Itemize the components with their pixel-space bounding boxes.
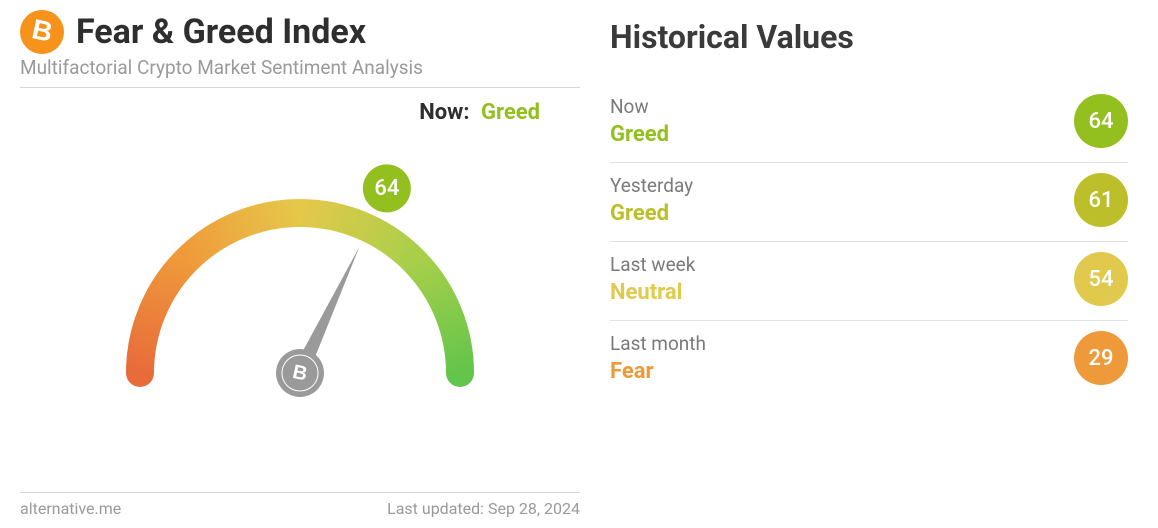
header-divider [20, 87, 580, 88]
historical-state: Greed [610, 122, 669, 147]
historical-item: Last week Neutral 54 [610, 242, 1128, 321]
historical-when: Now [610, 95, 669, 118]
page: B Fear & Greed Index Multifactorial Cryp… [0, 0, 1158, 528]
footer-row: alternative.me Last updated: Sep 28, 202… [20, 492, 580, 518]
gauge-panel: B Fear & Greed Index Multifactorial Cryp… [20, 10, 580, 518]
now-state: Greed [481, 100, 540, 125]
historical-state: Greed [610, 201, 693, 226]
historical-item-texts: Last week Neutral [610, 253, 695, 305]
now-label: Now: [419, 100, 469, 125]
gauge-segment [413, 260, 460, 373]
bitcoin-glyph: B [29, 13, 55, 49]
page-subtitle: Multifactorial Crypto Market Sentiment A… [20, 56, 580, 79]
gauge-segment [140, 260, 187, 373]
gauge-segment [187, 213, 300, 260]
historical-state: Fear [610, 359, 706, 384]
historical-value-badge: 54 [1074, 252, 1128, 306]
gauge-area: B64 [20, 133, 580, 486]
historical-value-badge: 29 [1074, 331, 1128, 385]
now-row: Now: Greed [20, 100, 580, 125]
historical-when: Yesterday [610, 174, 693, 197]
gauge-value-text: 64 [374, 176, 399, 201]
source-label: alternative.me [20, 499, 121, 518]
historical-item-texts: Now Greed [610, 95, 669, 147]
historical-list: Now Greed 64 Yesterday Greed 61 Last week Neutr… [610, 84, 1128, 399]
historical-item-texts: Last month Fear [610, 332, 706, 384]
historical-value-badge: 64 [1074, 94, 1128, 148]
historical-state: Neutral [610, 280, 695, 305]
historical-panel: Historical Values Now Greed 64 Yesterday Gre… [580, 10, 1128, 518]
historical-when: Last week [610, 253, 695, 276]
page-title: Fear & Greed Index [76, 12, 366, 52]
header: B Fear & Greed Index [20, 10, 580, 54]
historical-item: Now Greed 64 [610, 84, 1128, 163]
historical-item: Last month Fear 29 [610, 321, 1128, 399]
updated-label: Last updated: Sep 28, 2024 [387, 499, 580, 518]
historical-item-texts: Yesterday Greed [610, 174, 693, 226]
historical-title: Historical Values [610, 18, 1128, 56]
gauge-chart: B64 [50, 133, 550, 443]
historical-when: Last month [610, 332, 706, 355]
historical-value-badge: 61 [1074, 173, 1128, 227]
historical-item: Yesterday Greed 61 [610, 163, 1128, 242]
bitcoin-icon: B [20, 10, 64, 54]
